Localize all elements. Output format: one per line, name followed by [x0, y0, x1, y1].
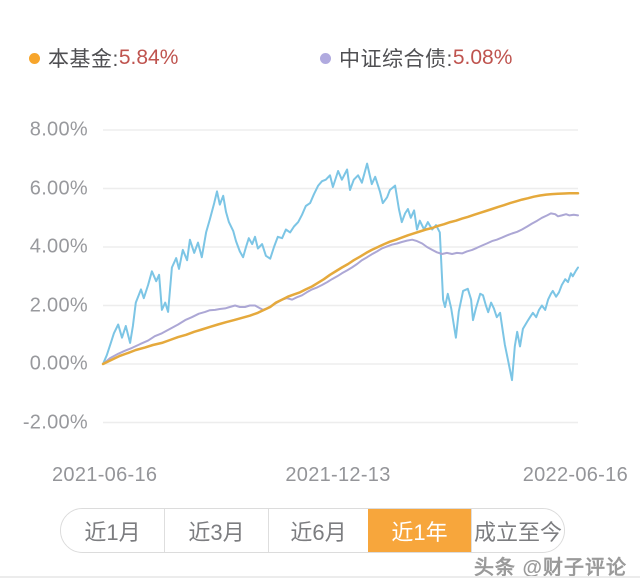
x-axis-label-end: 2022-06-16 — [522, 464, 628, 486]
legend-item-fund: 本基金: 5.84% — [29, 45, 178, 71]
y-tick-label: 0.00% — [29, 352, 88, 375]
y-tick-label: 8.00% — [29, 118, 88, 141]
time-range-tabbar: 近1月 近3月 近6月 近1年 成立至今 — [60, 508, 565, 553]
bond-index-legend-dot-icon — [320, 52, 331, 64]
bottom-divider — [0, 576, 640, 578]
tab-since-inception[interactable]: 成立至今 — [471, 509, 564, 552]
fund-legend-label: 本基金: — [48, 48, 119, 71]
x-axis-label-middle: 2021-12-13 — [285, 464, 391, 486]
tab-1-month[interactable]: 近1月 — [61, 509, 164, 552]
fund-legend-value: 5.84% — [118, 46, 179, 69]
y-tick-label: 2.00% — [29, 294, 88, 316]
series-line-this-fund — [101, 191, 580, 366]
tab-6-months[interactable]: 近6月 — [268, 509, 368, 552]
chart-legend: 本基金: 5.84% 中证综合债: 5.08% — [0, 45, 640, 71]
tab-1-year[interactable]: 近1年 — [368, 509, 471, 552]
legend-item-bond-index: 中证综合债: 5.08% — [320, 45, 512, 71]
y-tick-label: -2.00% — [22, 411, 88, 433]
toutiao-watermark: 头条 @财子评论 — [473, 557, 627, 579]
y-tick-label: 6.00% — [29, 177, 88, 199]
y-tick-label: 4.00% — [29, 235, 88, 258]
bond-index-legend-value: 5.08% — [452, 46, 513, 69]
fund-legend-dot-icon — [29, 52, 40, 64]
x-axis-label-start: 2021-06-16 — [52, 464, 158, 486]
bond-index-legend-label: 中证综合债: — [339, 48, 453, 71]
tab-3-months[interactable]: 近3月 — [164, 509, 268, 552]
series-line-unlabeled-blue-index — [102, 162, 579, 382]
series-line-bond-index — [102, 212, 579, 365]
